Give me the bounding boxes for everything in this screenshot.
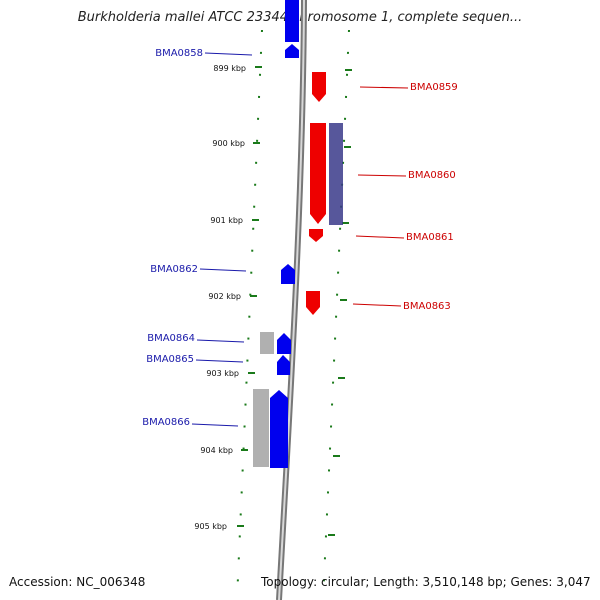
ruler-tick-label: 901 kbp	[210, 216, 243, 225]
gene-label: BMA0863	[403, 301, 451, 312]
gene-label: BMA0864	[147, 333, 195, 344]
gene-label: BMA0858	[155, 48, 203, 59]
gene-label: BMA0861	[406, 232, 454, 243]
sequence-summary: Topology: circular; Length: 3,510,148 bp…	[261, 575, 591, 589]
gene-label: BMA0859	[410, 82, 458, 93]
right-ticks	[328, 69, 352, 536]
ruler: 899 kbp 900 kbp 901 kbp 902 kbp 903 kbp …	[194, 64, 262, 531]
overlay-bar	[329, 123, 343, 225]
gene-label: BMA0865	[146, 354, 194, 365]
reverse-gene-labels: BMA0859 BMA0860 BMA0861 BMA0863	[352, 82, 458, 312]
gene-BMA0865[interactable]	[277, 355, 290, 375]
ruler-tick-label: 904 kbp	[200, 446, 233, 455]
overlay-bar	[260, 332, 274, 354]
forward-gene-labels: BMA0858 BMA0862 BMA0864 BMA0865 BMA0866	[142, 48, 253, 428]
overlay-features	[253, 123, 343, 467]
ruler-tick-label: 903 kbp	[206, 369, 239, 378]
gene-BMA0863[interactable]	[306, 291, 320, 315]
gene-BMA0859[interactable]	[312, 72, 326, 102]
ruler-tick-label: 902 kbp	[208, 292, 241, 301]
overlay-bar	[253, 389, 269, 467]
gene-BMA0864[interactable]	[277, 333, 291, 354]
gene-BMA0862[interactable]	[281, 264, 295, 284]
gene-BMA0866[interactable]	[270, 390, 288, 468]
sequence-title: Burkholderia mallei ATCC 23344 chromosom…	[77, 10, 523, 25]
gene-BMA0861[interactable]	[309, 229, 323, 242]
ruler-tick-label: 900 kbp	[212, 139, 245, 148]
ruler-tick-label: 905 kbp	[194, 522, 227, 531]
gene-BMA0860[interactable]	[310, 123, 326, 224]
gene-label: BMA0862	[150, 264, 198, 275]
sequence-backbone	[276, 0, 307, 600]
gene-BMA0858[interactable]	[285, 0, 299, 58]
ruler-tick-label: 899 kbp	[213, 64, 246, 73]
accession-info: Accession: NC_006348	[9, 575, 146, 589]
gene-label: BMA0866	[142, 417, 190, 428]
gene-label: BMA0860	[408, 170, 456, 181]
